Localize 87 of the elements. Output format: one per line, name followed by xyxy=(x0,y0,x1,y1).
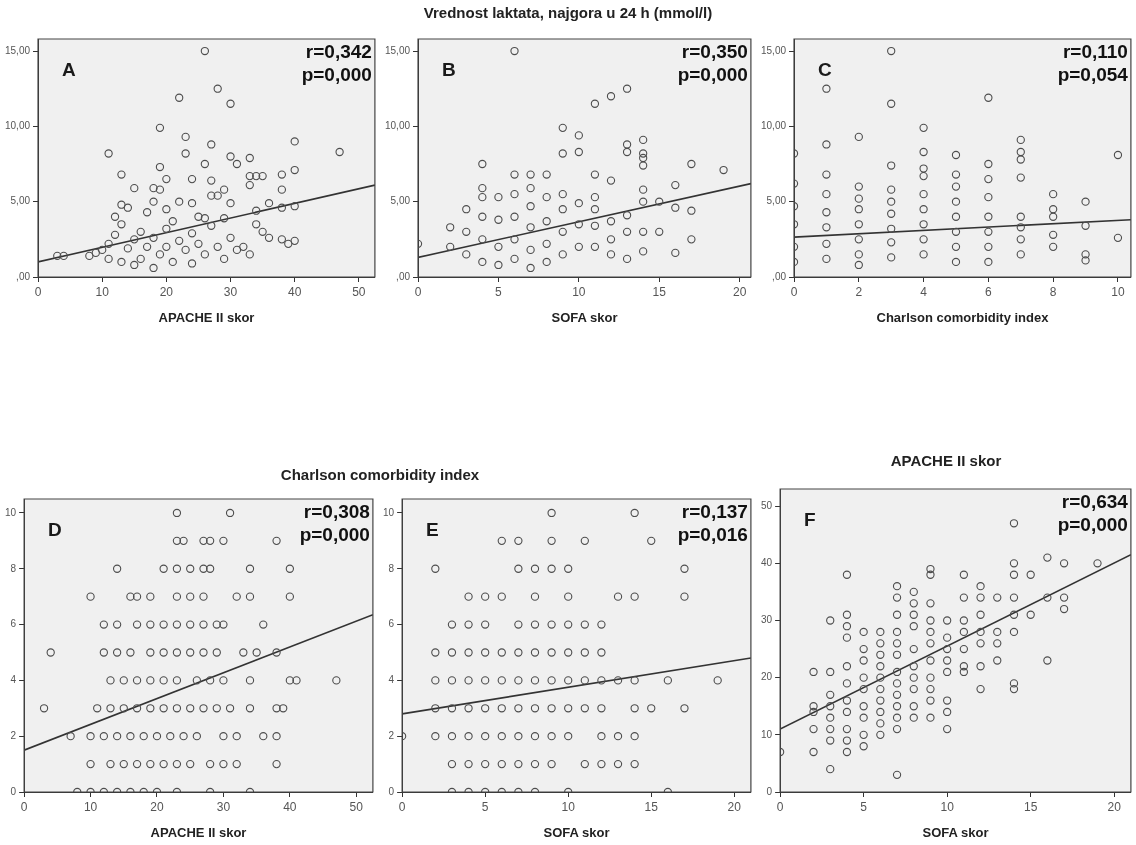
chart-title: APACHE II skor xyxy=(889,452,1003,469)
x-tick-label: 5 xyxy=(495,284,503,299)
y-tick-label: ,00 xyxy=(16,270,31,282)
x-axis-title: SOFA skor xyxy=(543,824,610,840)
y-tick-label: 10,00 xyxy=(760,120,787,132)
x-tick-label: 15 xyxy=(652,284,667,299)
x-axis-title: APACHE II skor xyxy=(158,309,255,325)
annotation: E xyxy=(426,518,439,540)
x-axis-title: SOFA skor xyxy=(922,824,989,840)
y-tick-label: 5,00 xyxy=(390,195,411,207)
y-tick-label: 2 xyxy=(10,729,17,741)
annotation: r=0,137 xyxy=(681,500,748,522)
y-tick-label: 2 xyxy=(388,729,395,741)
annotation: r=0,308 xyxy=(303,500,370,522)
y-tick-label: 0 xyxy=(388,785,395,797)
annotation: r=0,342 xyxy=(305,40,372,62)
y-tick-label: 10 xyxy=(761,728,773,740)
x-tick-label: 40 xyxy=(288,284,302,299)
x-tick-label: 6 xyxy=(985,284,993,299)
annotation: r=0,350 xyxy=(681,40,748,62)
y-tick-label: 4 xyxy=(388,674,395,686)
x-tick-label: 40 xyxy=(283,799,297,814)
x-tick-label: 5 xyxy=(860,799,868,814)
y-tick-label: 10,00 xyxy=(384,120,411,132)
x-tick-label: 30 xyxy=(223,284,238,299)
x-tick-label: 10 xyxy=(572,284,586,299)
x-tick-label: 0 xyxy=(790,284,798,299)
x-tick-label: 5 xyxy=(481,799,489,814)
annotation: p=0,000 xyxy=(301,63,372,85)
annotation: A xyxy=(62,58,77,80)
annotation: D xyxy=(48,518,62,540)
x-tick-label: 15 xyxy=(1024,799,1038,814)
annotation: C xyxy=(818,58,833,80)
y-tick-label: 6 xyxy=(10,618,17,630)
annotation: r=0,634 xyxy=(1061,490,1129,512)
x-axis-title: Charlson comorbidity index xyxy=(876,309,1050,325)
annotation: r=0,110 xyxy=(1062,40,1128,62)
x-tick-label: 10 xyxy=(1111,284,1125,299)
x-tick-label: 8 xyxy=(1049,284,1057,299)
y-tick-label: 15,00 xyxy=(760,44,787,56)
annotation: p=0,000 xyxy=(299,523,370,545)
x-tick-label: 2 xyxy=(855,284,863,299)
y-tick-label: ,00 xyxy=(772,270,787,282)
y-tick-label: 10,00 xyxy=(4,120,31,132)
x-tick-label: 15 xyxy=(644,799,659,814)
x-tick-label: 50 xyxy=(352,284,366,299)
x-tick-label: 20 xyxy=(727,799,742,814)
y-tick-label: 0 xyxy=(766,785,773,797)
chart-title: Charlson comorbidity index xyxy=(279,466,481,483)
chart-title: Vrednost laktata, najgora u 24 h (mmol/l) xyxy=(422,4,714,21)
x-tick-label: 10 xyxy=(561,799,576,814)
x-tick-label: 4 xyxy=(920,284,928,299)
y-tick-label: 50 xyxy=(761,499,773,511)
y-tick-label: 10 xyxy=(5,506,17,518)
x-tick-label: 0 xyxy=(414,284,422,299)
annotation: p=0,000 xyxy=(1057,513,1128,535)
x-tick-label: 10 xyxy=(95,284,110,299)
x-tick-label: 20 xyxy=(150,799,164,814)
x-tick-label: 30 xyxy=(216,799,231,814)
y-tick-label: 5,00 xyxy=(766,195,787,207)
y-tick-label: 15,00 xyxy=(384,44,411,56)
y-tick-label: 8 xyxy=(388,562,395,574)
annotation: p=0,054 xyxy=(1057,63,1129,85)
annotation: p=0,000 xyxy=(677,63,748,85)
y-tick-label: ,00 xyxy=(396,270,411,282)
x-tick-label: 20 xyxy=(159,284,174,299)
annotation: B xyxy=(442,58,456,80)
annotation: p=0,016 xyxy=(677,523,748,545)
x-axis-title: APACHE II skor xyxy=(150,824,247,840)
x-axis-title: SOFA skor xyxy=(551,309,618,325)
y-tick-label: 40 xyxy=(761,557,773,569)
x-tick-label: 10 xyxy=(83,799,98,814)
y-tick-label: 6 xyxy=(388,618,395,630)
y-tick-label: 10 xyxy=(383,506,395,518)
y-tick-label: 8 xyxy=(10,562,17,574)
y-tick-label: 30 xyxy=(761,614,773,626)
x-tick-label: 0 xyxy=(34,284,42,299)
y-tick-label: 0 xyxy=(10,785,17,797)
y-tick-label: 5,00 xyxy=(10,195,31,207)
x-tick-label: 10 xyxy=(940,799,955,814)
y-tick-label: 20 xyxy=(761,671,773,683)
x-tick-label: 20 xyxy=(1107,799,1122,814)
x-tick-label: 50 xyxy=(349,799,364,814)
annotation: F xyxy=(804,508,816,530)
y-tick-label: 4 xyxy=(10,674,17,686)
x-tick-label: 20 xyxy=(732,284,747,299)
y-tick-label: 15,00 xyxy=(4,44,31,56)
